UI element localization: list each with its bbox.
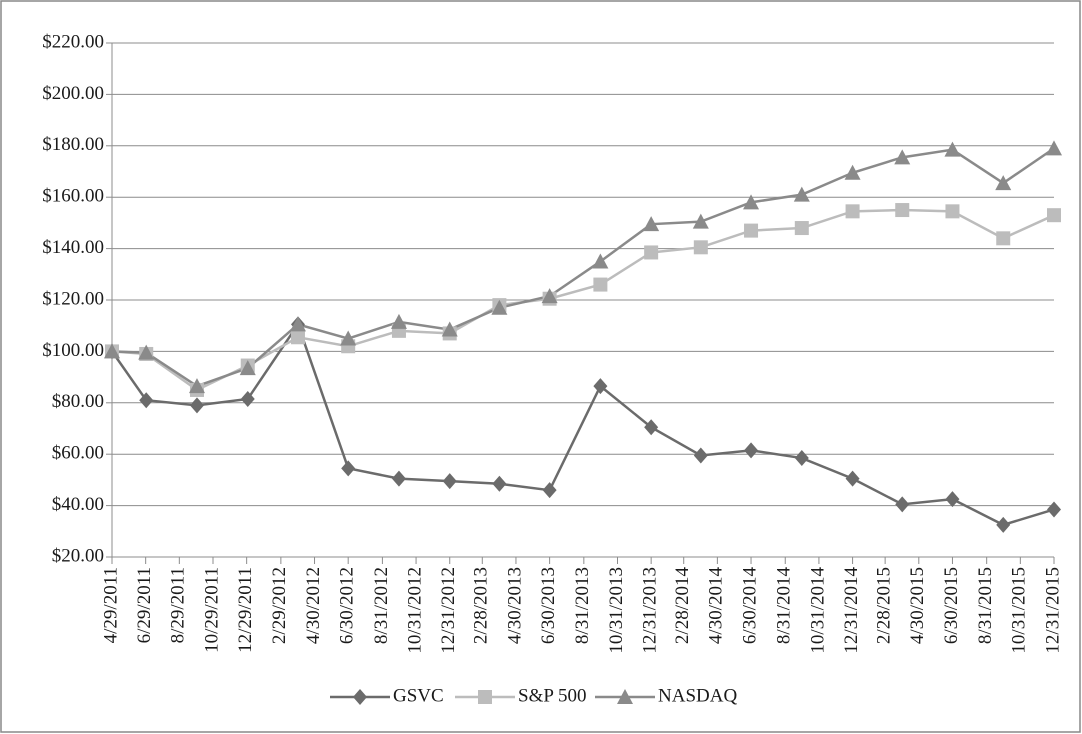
y-tick-label: $80.00 (52, 391, 104, 412)
x-tick-label: 8/29/2011 (168, 567, 189, 643)
marker (693, 240, 708, 255)
x-tick-label: 12/31/2012 (438, 567, 459, 654)
legend-marker (353, 689, 367, 705)
marker (541, 288, 558, 304)
x-tick-label: 8/31/2015 (975, 567, 996, 644)
marker (693, 447, 708, 464)
marker (442, 473, 457, 490)
marker (1046, 140, 1062, 156)
y-tick-label: $20.00 (52, 545, 104, 566)
marker (289, 316, 306, 332)
x-tick-label: 4/30/2014 (706, 567, 727, 645)
marker (644, 419, 659, 436)
x-tick-label: 12/31/2014 (841, 567, 862, 654)
y-tick-label: $100.00 (42, 340, 104, 361)
marker (542, 482, 557, 499)
x-tick-label: 12/29/2011 (235, 567, 256, 653)
marker (139, 392, 154, 409)
marker (643, 216, 660, 232)
marker (492, 475, 507, 492)
y-tick-label: $40.00 (52, 494, 104, 515)
marker (794, 450, 809, 467)
x-tick-label: 6/30/2013 (538, 567, 559, 644)
marker (945, 491, 960, 508)
marker (894, 149, 911, 165)
marker (744, 223, 759, 238)
x-tick-label: 4/30/2015 (907, 567, 928, 644)
marker (944, 141, 961, 157)
marker (390, 313, 407, 329)
marker (845, 470, 860, 487)
x-tick-label: 10/29/2011 (201, 567, 222, 653)
marker (491, 299, 508, 315)
x-tick-label: 10/31/2015 (1009, 567, 1030, 654)
x-tick-label: 2/28/2014 (672, 567, 693, 645)
y-tick-label: $60.00 (52, 443, 104, 464)
y-tick-label: $120.00 (42, 288, 104, 309)
marker (692, 213, 709, 229)
y-tick-label: $200.00 (42, 83, 104, 104)
marker (996, 516, 1011, 533)
x-tick-label: 12/31/2015 (1042, 567, 1063, 654)
marker (895, 496, 910, 513)
marker (1047, 208, 1061, 223)
marker (593, 378, 608, 395)
y-tick-label: $160.00 (42, 186, 104, 207)
marker (895, 203, 910, 218)
marker (593, 277, 608, 292)
marker (845, 204, 860, 219)
marker (793, 186, 810, 202)
x-tick-label: 8/31/2014 (774, 567, 795, 645)
marker (996, 231, 1011, 246)
legend-marker (478, 690, 492, 704)
series-line (110, 321, 1055, 527)
x-tick-label: 12/31/2013 (640, 567, 661, 654)
marker (794, 221, 809, 236)
marker (844, 164, 861, 180)
marker (239, 360, 256, 376)
legend-marker (617, 689, 633, 704)
marker (592, 253, 609, 269)
legend-label: S&P 500 (518, 685, 586, 706)
x-tick-label: 6/30/2012 (337, 567, 358, 644)
marker (104, 343, 120, 359)
marker (945, 204, 960, 219)
marker (441, 321, 458, 337)
legend-label: NASDAQ (658, 685, 737, 706)
x-tick-label: 4/30/2012 (303, 567, 324, 644)
x-tick-label: 10/31/2014 (807, 567, 828, 654)
marker (240, 390, 255, 407)
x-tick-label: 10/31/2013 (606, 567, 627, 654)
x-tick-label: 6/30/2014 (739, 567, 760, 645)
x-tick-label: 10/31/2012 (404, 567, 425, 654)
y-tick-label: $140.00 (42, 237, 104, 258)
series-line (111, 147, 1055, 388)
marker (995, 175, 1012, 191)
x-tick-label: 2/29/2012 (269, 567, 290, 644)
x-tick-label: 6/29/2011 (134, 567, 155, 643)
marker (188, 378, 205, 394)
marker (340, 330, 357, 346)
marker (1047, 501, 1061, 518)
marker (138, 344, 155, 360)
x-tick-label: 8/31/2013 (572, 567, 593, 644)
marker (290, 330, 305, 345)
marker (341, 460, 356, 477)
x-tick-label: 6/30/2015 (941, 567, 962, 644)
marker (644, 245, 659, 260)
x-tick-label: 2/28/2013 (471, 567, 492, 644)
y-tick-label: $180.00 (42, 134, 104, 155)
marker (743, 194, 760, 210)
marker (744, 442, 759, 459)
x-tick-label: 4/30/2013 (504, 567, 525, 644)
marker (189, 397, 204, 414)
y-tick-label: $220.00 (42, 31, 104, 52)
x-tick-label: 2/28/2015 (873, 567, 894, 644)
legend-label: GSVC (393, 685, 444, 706)
marker (391, 470, 406, 487)
x-tick-label: 8/31/2012 (371, 567, 392, 644)
x-tick-label: 4/29/2011 (100, 567, 121, 643)
